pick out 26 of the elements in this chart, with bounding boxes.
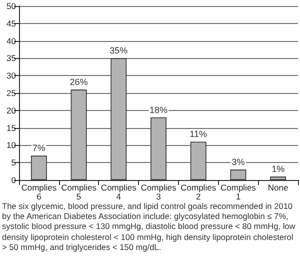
x-tick-label: Complies 2 [180,182,216,202]
x-tick-label: None [268,182,288,192]
x-tick-label: Complies 5 [61,182,97,202]
y-tick-label: 50 [6,1,16,11]
data-label: 18% [149,104,168,115]
y-tick-label: 0 [11,175,16,185]
data-label: 35% [110,46,128,56]
y-tick-label: 45 [6,18,16,28]
x-tick-label: Complies 6 [21,182,57,202]
data-label: 7% [32,143,46,154]
y-tick-label: 20 [6,105,16,116]
x-tick-label: Complies 1 [220,182,256,202]
data-label: 3% [232,157,245,168]
y-tick-label: 25 [6,88,16,98]
y-tick-label: 15 [6,122,16,133]
y-tick-label: 40 [6,36,16,46]
data-label: 11% [190,129,208,140]
x-tick-label: Complies 4 [100,182,136,202]
y-tick-label: 10 [6,140,16,150]
y-tick-label: 30 [6,70,16,81]
data-label: 1% [272,164,285,174]
data-label: 26% [70,77,88,88]
y-tick-label: 5 [11,158,16,168]
text: The six glycemic, blood pressure, and lipid control goals recommended in 2010 by the American Diabetes Association include: glycosylated hemoglobin ≤ 7%, systolic blood pressure < 130 mmgHg, diastolic blood pressure < 80 mmHg, low density lipoprotein cholesterol < 100 mmHg, high density lipoprotein cholesterol > 50 mmHg, and triglycerides < 150 mg/dL. [1,201,296,252]
x-tick-label: Complies 3 [140,182,176,202]
y-tick-label: 35 [6,53,16,64]
